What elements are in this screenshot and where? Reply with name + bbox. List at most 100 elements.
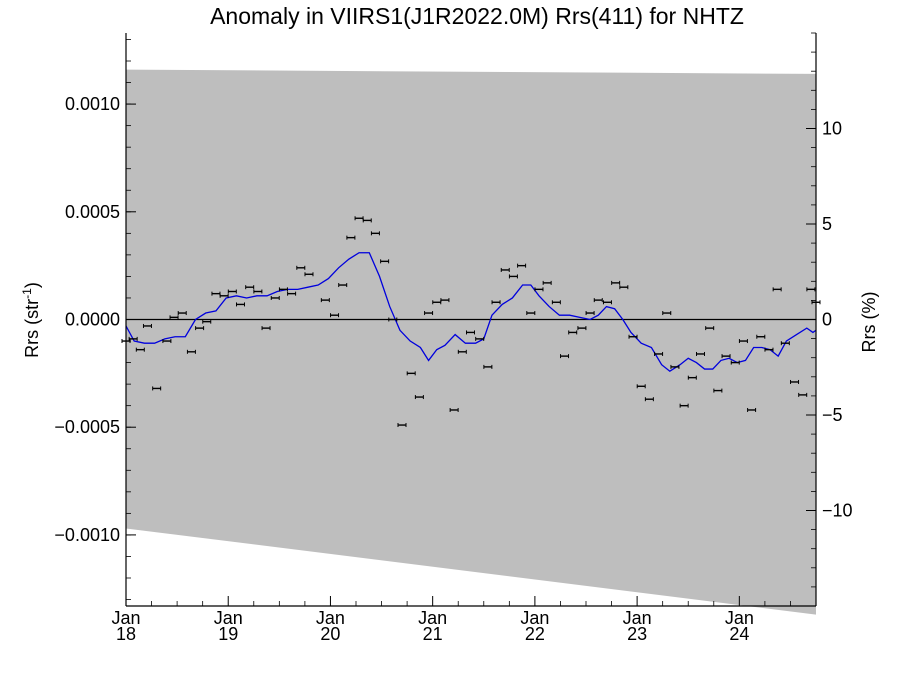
data-point (670, 364, 680, 369)
left-tick-label: −0.0005 (54, 417, 120, 437)
data-point (542, 280, 552, 285)
data-point (534, 287, 544, 292)
x-tick-month-label: Jan (214, 608, 243, 628)
data-point (177, 311, 187, 316)
data-point (330, 313, 340, 318)
data-point (526, 311, 536, 316)
smoothed-anomaly-line (125, 252, 817, 372)
data-point (687, 375, 697, 380)
left-tick-label: −0.0010 (54, 525, 120, 545)
data-point (296, 265, 306, 270)
data-point (756, 334, 766, 339)
data-point (560, 354, 570, 359)
data-point (695, 351, 705, 356)
data-point (508, 274, 518, 279)
data-point (662, 311, 672, 316)
data-point (517, 263, 527, 268)
data-point (577, 326, 587, 331)
left-tick-label: 0.0005 (65, 202, 120, 222)
x-tick-month-label: Jan (520, 608, 549, 628)
chart-title: Anomaly in VIIRS1(J1R2022.0M) Rrs(411) f… (210, 3, 744, 29)
data-point (227, 289, 237, 294)
data-point (611, 280, 621, 285)
y-axis-label-left-close: ) (22, 282, 42, 288)
data-point (186, 349, 196, 354)
x-tick-month-label: Jan (418, 608, 447, 628)
data-point (338, 283, 348, 288)
data-point (287, 291, 297, 296)
data-point (721, 354, 731, 359)
data-point (440, 298, 450, 303)
right-tick-label: 10 (822, 119, 842, 139)
data-point (135, 347, 145, 352)
data-point (679, 403, 689, 408)
uncertainty-band (126, 69, 816, 615)
data-point (128, 336, 138, 341)
data-point (162, 339, 172, 344)
data-point (397, 423, 407, 428)
data-point (491, 300, 501, 305)
data-point (320, 298, 330, 303)
data-point (500, 267, 510, 272)
x-tick-year-label: 19 (218, 624, 238, 644)
data-point (406, 371, 416, 376)
data-point (764, 347, 774, 352)
x-tick-year-label: 24 (729, 624, 749, 644)
data-point (483, 364, 493, 369)
data-point (245, 285, 255, 290)
data-point (278, 287, 288, 292)
data-point (457, 349, 467, 354)
data-point (304, 272, 314, 277)
left-tick-label: 0.0000 (65, 310, 120, 330)
y-axis-label-left: Rrs (str-1) (20, 282, 42, 358)
data-point (270, 295, 280, 300)
data-point (380, 259, 390, 264)
data-point (772, 287, 782, 292)
x-tick-year-label: 22 (525, 624, 545, 644)
y-axis-label-right: Rrs (%) (859, 292, 879, 353)
x-tick-year-label: 21 (423, 624, 443, 644)
x-tick-month-label: Jan (623, 608, 652, 628)
data-point (346, 235, 356, 240)
right-tick-label: 5 (822, 214, 832, 234)
data-point (798, 392, 808, 397)
left-tick-label: 0.0010 (65, 94, 120, 114)
x-tick-month-label: Jan (316, 608, 345, 628)
data-point (551, 300, 561, 305)
data-point (644, 397, 654, 402)
right-tick-label: 0 (822, 310, 832, 330)
data-point (602, 300, 612, 305)
data-point (195, 326, 205, 331)
data-point (730, 360, 740, 365)
data-point (202, 319, 212, 324)
x-tick-year-label: 18 (116, 624, 136, 644)
data-point (261, 326, 271, 331)
data-point (424, 311, 434, 316)
data-point (593, 298, 603, 303)
y-axis-label-left-superscript: -1 (20, 288, 34, 299)
data-point (568, 330, 578, 335)
data-point (370, 231, 380, 236)
data-point (619, 285, 629, 290)
data-point (142, 323, 152, 328)
y-axis-label-left-text: Rrs (str (22, 299, 42, 358)
data-point (414, 395, 424, 400)
x-tick-month-label: Jan (725, 608, 754, 628)
data-point (219, 293, 229, 298)
data-point (628, 334, 638, 339)
data-point (654, 351, 664, 356)
x-tick-year-label: 20 (320, 624, 340, 644)
data-point (780, 341, 790, 346)
data-point (169, 315, 179, 320)
data-point (738, 339, 748, 344)
data-point (362, 218, 372, 223)
data-point (790, 379, 800, 384)
data-point (465, 330, 475, 335)
data-point (235, 302, 245, 307)
data-point (806, 287, 816, 292)
data-point (585, 311, 595, 316)
data-point (475, 336, 485, 341)
data-point (636, 384, 646, 389)
data-point (388, 317, 398, 322)
